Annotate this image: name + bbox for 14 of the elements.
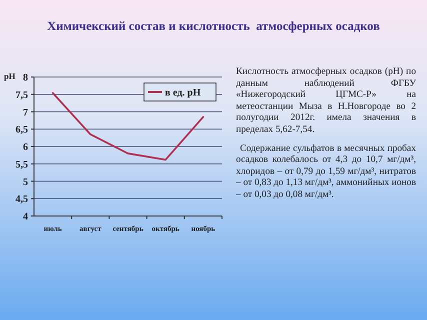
y-tick-label: 4: [23, 212, 28, 222]
y-tick-label: 5: [23, 176, 28, 188]
text: Кислотность атмосферных осадков (pH) по данным наблюдений ФГБУ «Нижегородский ЦГМС-Р» на метеостанции Мыза в Н.Новгороде во 2 полугодии 2012г. имела значения в пределах 5,62-7,54.: [236, 66, 416, 136]
y-tick-label: 7,5: [16, 90, 28, 101]
y-tick-label: 6: [23, 142, 28, 153]
y-tick-label: 5,5: [16, 159, 28, 170]
legend-label: в ед. pH: [165, 88, 201, 98]
y-tick-label: 7: [23, 107, 28, 118]
y-axis-title: pH: [4, 71, 16, 81]
y-tick-label: 4,5: [16, 194, 28, 206]
text: Содержание сульфатов в месячных пробах осадков колебалось от 4,3 до 10,7 мг/дм³, хлоридов – от 0,79 до 1,59 мг/дм³, нитратов – от 0,83 до 1,13 мг/дм³, аммонийных ионов – от 0,03 до 0,08 мг/дм³.: [236, 142, 416, 201]
y-tick-label: 6,5: [16, 124, 28, 136]
y-tick-label: 8: [23, 72, 28, 84]
chart-title: Химичекский состав и кислотность атмосферных осадков: [47, 19, 380, 33]
